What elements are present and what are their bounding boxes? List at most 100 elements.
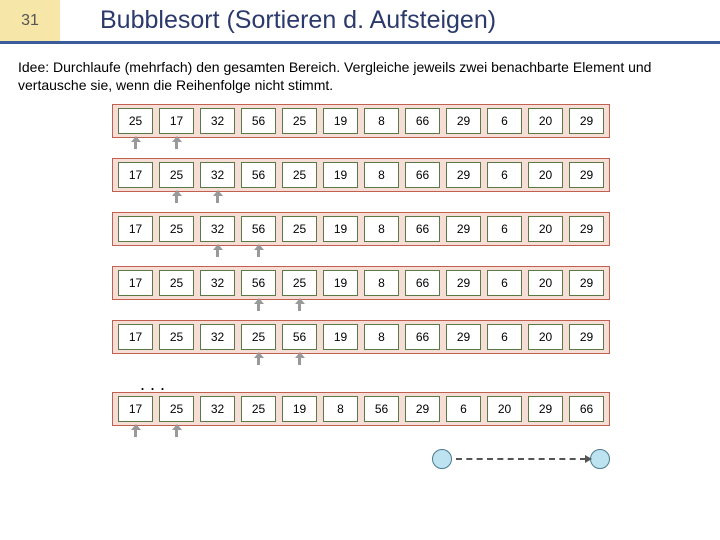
arrow-up-icon <box>295 352 305 366</box>
compare-arrows <box>112 246 720 260</box>
arrow-up-icon <box>254 244 264 258</box>
array-cell: 32 <box>200 108 235 134</box>
array-cell: 25 <box>282 108 317 134</box>
array-cell: 66 <box>569 396 604 422</box>
array-row: 1725325625198662962029 <box>112 212 610 246</box>
array-cell: 32 <box>200 162 235 188</box>
array-cell: 25 <box>159 216 194 242</box>
array-cell: 66 <box>405 324 440 350</box>
array-cell: 6 <box>487 324 522 350</box>
step-row-4: 1725322556198662962029 <box>112 320 720 368</box>
array-cell: 32 <box>200 216 235 242</box>
array-cell: 25 <box>159 162 194 188</box>
array-cell: 56 <box>241 270 276 296</box>
step-row-1: 1725325625198662962029 <box>112 158 720 206</box>
final-row: 1725322519856296202966 <box>112 392 720 440</box>
array-cell: 20 <box>487 396 522 422</box>
array-cell: 19 <box>323 108 358 134</box>
array-cell: 17 <box>159 108 194 134</box>
array-cell: 56 <box>241 216 276 242</box>
arrow-up-icon <box>172 136 182 150</box>
array-cell: 56 <box>282 324 317 350</box>
slide-number-box: 31 <box>0 0 60 41</box>
idea-text: Idee: Durchlaufe (mehrfach) den gesamten… <box>0 44 720 100</box>
array-cell: 56 <box>241 162 276 188</box>
arrow-up-icon <box>172 190 182 204</box>
array-cell: 29 <box>569 216 604 242</box>
compare-arrows <box>112 354 720 368</box>
array-cell: 6 <box>487 108 522 134</box>
array-cell: 19 <box>282 396 317 422</box>
array-row: 1725325625198662962029 <box>112 266 610 300</box>
array-cell: 25 <box>282 270 317 296</box>
array-cell: 8 <box>364 108 399 134</box>
array-cell: 66 <box>405 108 440 134</box>
array-cell: 8 <box>364 162 399 188</box>
array-cell: 29 <box>446 162 481 188</box>
compare-arrows <box>112 138 720 152</box>
array-cell: 8 <box>364 270 399 296</box>
array-cell: 20 <box>528 324 563 350</box>
step-row-0: 2517325625198662962029 <box>112 104 720 152</box>
array-cell: 25 <box>241 396 276 422</box>
compare-arrows <box>112 300 720 314</box>
arrow-up-icon <box>213 244 223 258</box>
array-cell: 19 <box>323 162 358 188</box>
array-cell: 29 <box>446 216 481 242</box>
array-cell: 19 <box>323 324 358 350</box>
compare-arrows <box>112 426 720 440</box>
array-cell: 20 <box>528 216 563 242</box>
array-cell: 32 <box>200 396 235 422</box>
arrow-up-icon <box>131 424 141 438</box>
slide-number: 31 <box>21 12 39 30</box>
array-cell: 19 <box>323 270 358 296</box>
header: 31 Bubblesort (Sortieren d. Aufsteigen) <box>0 0 720 44</box>
arrow-up-icon <box>254 352 264 366</box>
array-cell: 25 <box>159 396 194 422</box>
arrow-up-icon <box>213 190 223 204</box>
array-cell: 32 <box>200 324 235 350</box>
array-cell: 8 <box>364 324 399 350</box>
array-cell: 8 <box>323 396 358 422</box>
array-row: 1725325625198662962029 <box>112 158 610 192</box>
array-cell: 8 <box>364 216 399 242</box>
circle-start-icon <box>432 449 452 469</box>
array-cell: 29 <box>569 108 604 134</box>
array-cell: 29 <box>569 162 604 188</box>
array-cell: 66 <box>405 216 440 242</box>
array-cell: 66 <box>405 162 440 188</box>
dashed-arrow-icon <box>456 458 586 460</box>
array-cell: 6 <box>487 162 522 188</box>
array-cell: 6 <box>446 396 481 422</box>
array-cell: 20 <box>528 270 563 296</box>
array-cell: 25 <box>282 216 317 242</box>
step-row-3: 1725325625198662962029 <box>112 266 720 314</box>
arrow-up-icon <box>254 298 264 312</box>
array-cell: 29 <box>446 108 481 134</box>
compare-arrows <box>112 192 720 206</box>
array-cell: 20 <box>528 162 563 188</box>
circle-end-icon <box>590 449 610 469</box>
array-cell: 56 <box>241 108 276 134</box>
array-row: 1725322556198662962029 <box>112 320 610 354</box>
array-cell: 6 <box>487 270 522 296</box>
arrow-up-icon <box>295 298 305 312</box>
array-cell: 32 <box>200 270 235 296</box>
array-cell: 66 <box>405 270 440 296</box>
rows-area: 2517325625198662962029172532562519866296… <box>0 100 720 440</box>
array-cell: 25 <box>241 324 276 350</box>
ellipsis: . . . <box>140 374 720 392</box>
array-cell: 29 <box>569 270 604 296</box>
array-cell: 6 <box>487 216 522 242</box>
array-cell: 25 <box>159 270 194 296</box>
array-cell: 56 <box>364 396 399 422</box>
arrow-up-icon <box>172 424 182 438</box>
arrow-up-icon <box>131 136 141 150</box>
array-cell: 17 <box>118 324 153 350</box>
step-row-2: 1725325625198662962029 <box>112 212 720 260</box>
array-cell: 29 <box>405 396 440 422</box>
slide-title: Bubblesort (Sortieren d. Aufsteigen) <box>100 6 496 35</box>
decoration-transition <box>432 449 610 469</box>
array-cell: 17 <box>118 270 153 296</box>
array-cell: 29 <box>446 270 481 296</box>
